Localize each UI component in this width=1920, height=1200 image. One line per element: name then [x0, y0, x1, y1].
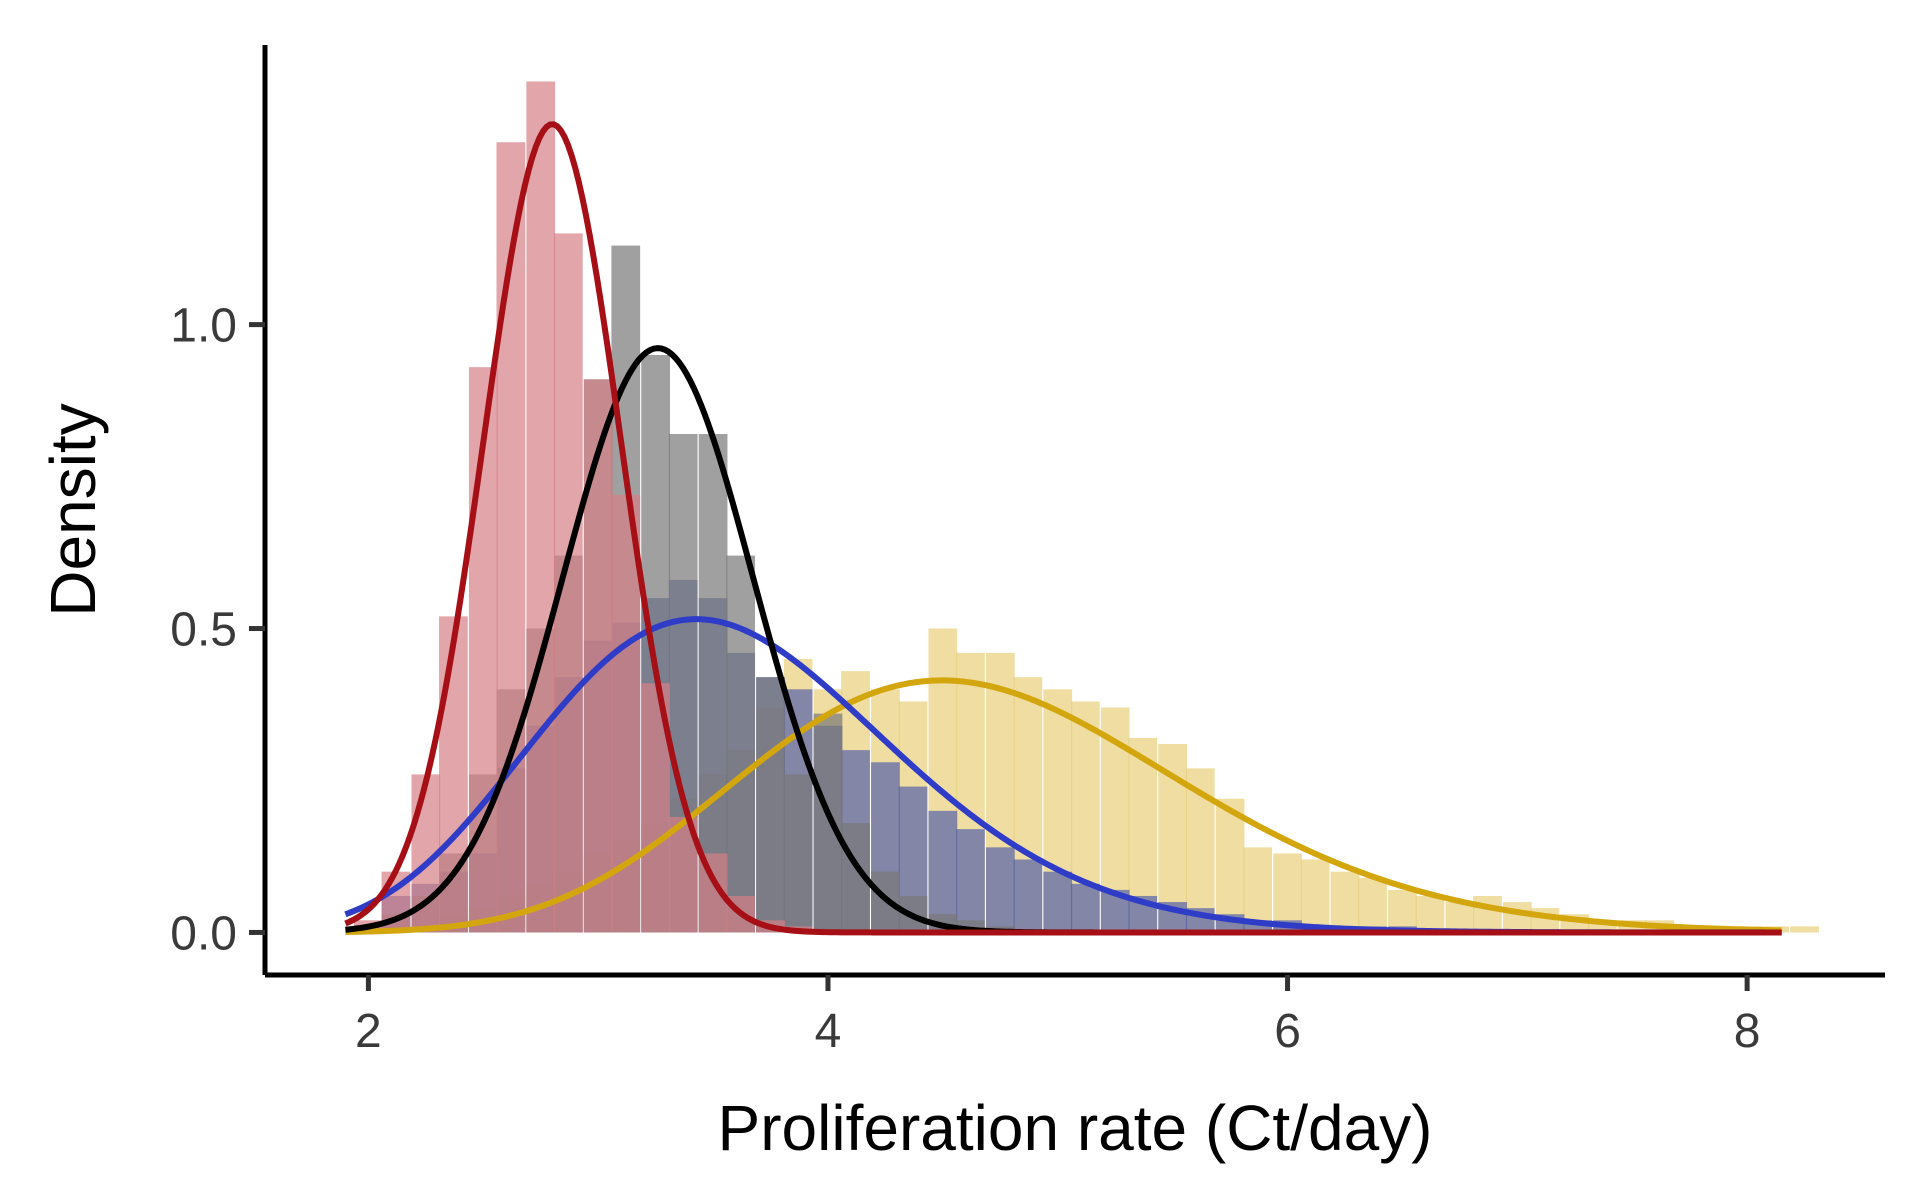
- histogram-bar: [1388, 889, 1417, 933]
- density-curve-0: [345, 677, 1782, 935]
- histogram-bar: [813, 713, 843, 933]
- histogram-bar: [439, 616, 468, 933]
- x-axis-ticks: 2 4 6 8: [355, 975, 1760, 1058]
- x-tick-label: 8: [1734, 1005, 1761, 1058]
- histogram-series-3: [354, 81, 813, 933]
- y-tick-label: 0.5: [170, 604, 237, 657]
- histogram-bar: [1300, 859, 1330, 933]
- histogram-bar: [1445, 902, 1475, 933]
- histogram-bar: [726, 555, 756, 933]
- histogram-bar: [928, 810, 958, 933]
- y-axis-ticks: 0.0 0.5 1.0: [170, 300, 265, 960]
- y-tick-label: 1.0: [170, 300, 237, 353]
- histogram-bar: [1790, 926, 1819, 933]
- histogram-bar: [526, 81, 556, 933]
- histogram-bar: [1473, 895, 1502, 933]
- histogram-bar: [1330, 871, 1360, 933]
- density-curve-3: [344, 121, 1782, 936]
- x-tick-label: 4: [815, 1005, 842, 1058]
- plot-area: [344, 81, 1819, 936]
- y-tick-label: 0.0: [170, 907, 237, 960]
- histogram-bar: [956, 829, 985, 933]
- histogram-bar: [1215, 798, 1245, 933]
- histogram-bar: [1502, 902, 1532, 933]
- y-axis-title: Density: [37, 403, 109, 616]
- histogram-bar: [1243, 847, 1273, 933]
- histogram-bar: [1358, 877, 1387, 933]
- histogram-bar: [783, 774, 813, 933]
- x-tick-label: 2: [355, 1005, 382, 1058]
- x-axis-title: Proliferation rate (Ct/day): [718, 1092, 1433, 1164]
- x-tick-label: 6: [1274, 1005, 1301, 1058]
- histogram-bar: [1013, 859, 1043, 933]
- histogram-bar: [1043, 871, 1073, 933]
- histogram-bar: [1070, 883, 1100, 933]
- histogram-bar: [985, 847, 1015, 933]
- histogram-bar: [1273, 853, 1302, 933]
- histogram-bar: [1415, 895, 1445, 933]
- histogram-bar: [698, 434, 728, 933]
- histogram-bar: [756, 677, 785, 933]
